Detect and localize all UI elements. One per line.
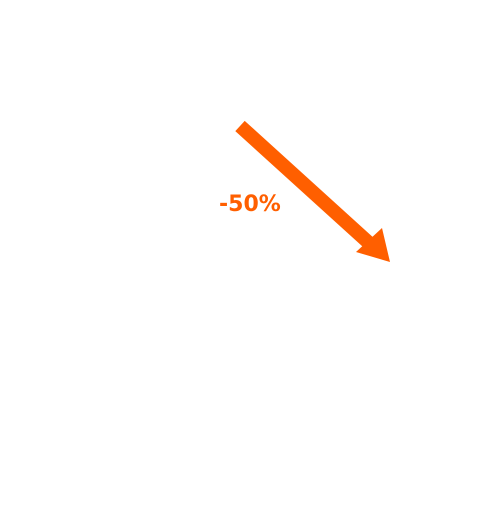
arrow-shaft [235, 120, 374, 249]
arrow-head [356, 228, 390, 262]
change-label: -50% [219, 192, 281, 217]
